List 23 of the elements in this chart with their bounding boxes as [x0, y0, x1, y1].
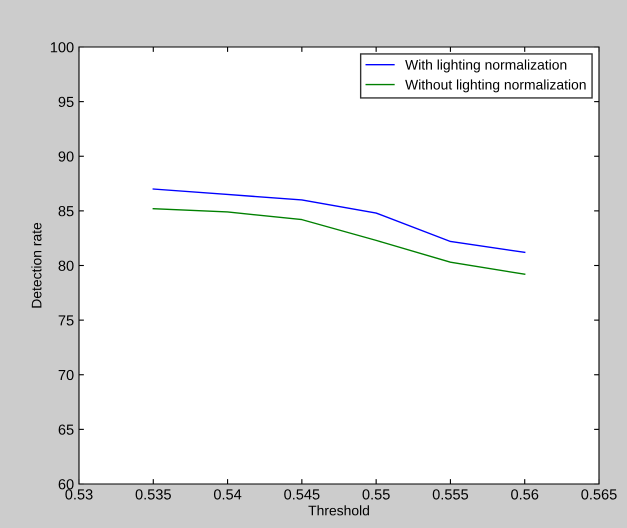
y-axis-title: Detection rate — [31, 222, 42, 308]
y-tick-label: 85 — [58, 206, 74, 216]
x-tick-label: 0.565 — [581, 489, 617, 500]
line-series — [152, 208, 526, 275]
x-tick-label: 0.555 — [432, 489, 468, 500]
y-tick-label: 100 — [50, 42, 74, 52]
x-tick-label: 0.53 — [65, 489, 93, 500]
legend-label: Without lighting normalization — [405, 79, 586, 92]
x-tick-label: 0.535 — [136, 489, 171, 500]
x-tick-label: 0.56 — [511, 489, 538, 500]
y-tick-label: 65 — [58, 424, 74, 435]
y-tick-label: 70 — [58, 370, 74, 380]
x-tick-label: 0.545 — [284, 489, 320, 500]
y-tick-label: 75 — [58, 315, 74, 326]
legend-label: With lighting normalization — [405, 60, 566, 72]
x-tick-label: 0.54 — [214, 489, 242, 500]
y-tick-label: 95 — [58, 96, 74, 108]
y-tick-label: 90 — [58, 151, 74, 162]
x-axis-title: Threshold — [308, 505, 369, 516]
y-tick-label: 60 — [58, 479, 74, 490]
x-tick-label: 0.55 — [362, 489, 390, 500]
y-tick-label: 80 — [58, 260, 74, 271]
line-series — [152, 188, 526, 254]
